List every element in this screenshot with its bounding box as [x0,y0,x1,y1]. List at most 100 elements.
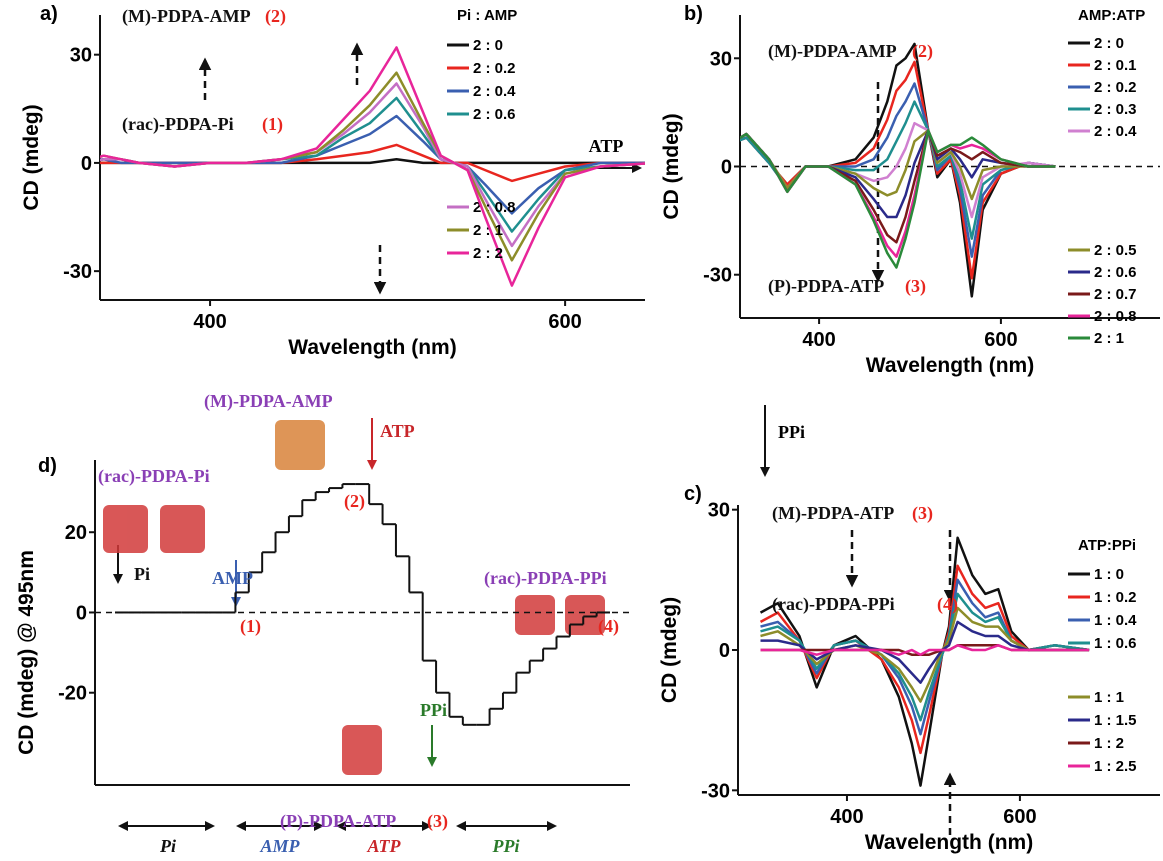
x-axis-label: Wavelength (nm) [288,336,456,359]
x-tick-label: 400 [802,329,835,351]
y-tick-label: -20 [58,683,87,705]
y-tick-label: 20 [65,522,87,544]
legend-label: 2 : 0.4 [1094,123,1137,140]
legend-label: 2 : 0 [1094,35,1124,52]
y-axis-label: CD (mdeg) [20,104,43,210]
helix-icon [275,420,325,470]
panel-label: a) [40,3,58,25]
spectrum-line [759,564,1090,755]
panel: d) -20 0 20 CD (mdeg) @ 495nm (rac)-PDPA-Pi (M… [15,391,630,856]
annotation: (4) [598,616,619,637]
annotation: (M)-PDPA-AMP [204,391,333,412]
y-tick-label: 30 [70,45,92,67]
spectrum-line [100,114,645,215]
helix-icon [160,505,205,553]
annotation: (3) [905,276,926,297]
spectrum-line [740,60,1056,280]
annotation: (1) [240,616,261,637]
y-tick-label: 30 [708,500,730,522]
transition-label: ATP [589,136,624,156]
stage-label: Pi [159,836,176,856]
annotation: (rac)-PDPA-Pi [122,114,234,135]
y-tick-label: 0 [81,153,92,175]
annotation: Pi [134,564,150,584]
x-tick-label: 600 [548,311,581,333]
helix-icon [342,725,382,775]
legend-label: 2 : 1 [1094,330,1124,347]
spectrum-line [100,46,645,287]
helix-icon [103,505,148,553]
y-tick-label: 0 [719,640,730,662]
legend-label: 1 : 1 [1094,689,1124,706]
x-tick-label: 600 [1003,806,1036,828]
legend-label: 1 : 1.5 [1094,712,1137,729]
legend-label: 2 : 0.6 [1094,264,1137,281]
y-tick-label: 0 [76,602,87,624]
legend-label: 2 : 0.6 [473,106,516,123]
legend-title: ATP:PPi [1078,537,1136,554]
helix-icon [515,595,555,635]
stage-label: PPi [492,836,520,856]
stage-label: AMP [259,836,300,856]
legend-label: 2 : 0.1 [1094,57,1137,74]
legend-label: 2 : 2 [473,245,503,262]
panel-label: c) [684,483,702,505]
x-tick-label: 600 [984,329,1017,351]
panel: c) -30 0 30 400 600 Wavelength (nm) CD (mdeg) 1 … [658,483,1160,854]
y-tick-label: -30 [703,265,732,287]
annotation: (P)-PDPA-ATP [280,811,396,832]
legend-label: 1 : 0 [1094,566,1124,583]
panel: a) -30 0 30 400 600 Wavelength (nm) CD (mdeg) 2 … [20,3,645,359]
legend-label: 1 : 0.6 [1094,635,1137,652]
spectrum-line [760,620,1090,684]
legend-title: Pi : AMP [457,7,517,24]
stage-label: ATP [366,836,401,856]
annotation: AMP [212,568,253,588]
transition-label: PPi [778,422,805,442]
legend-label: 2 : 0.2 [473,60,516,77]
annotation: (rac)-PDPA-Pi [98,466,210,487]
annotation: ATP [380,421,415,441]
y-tick-label: -30 [63,261,92,283]
legend-label: 2 : 0.7 [1094,286,1137,303]
panel-label: d) [38,455,57,477]
legend-label: 1 : 0.4 [1094,612,1137,629]
x-tick-label: 400 [193,311,226,333]
annotation: (P)-PDPA-ATP [768,276,884,297]
panel: b) -30 0 30 400 600 Wavelength (nm) CD (mdeg) 2 … [660,3,1160,377]
y-tick-label: -30 [701,780,730,802]
legend-label: 2 : 0.2 [1094,79,1137,96]
legend-label: 2 : 1 [473,222,503,239]
x-axis-label: Wavelength (nm) [866,354,1034,377]
legend-label: 2 : 0.4 [473,83,516,100]
spectrum-line [740,129,1056,201]
annotation: (M)-PDPA-AMP [122,6,251,27]
spectrum-line [760,606,1090,703]
annotation: (rac)-PDPA-PPi [484,568,607,589]
legend-label: 2 : 0.3 [1094,101,1137,118]
panel-label: b) [684,3,703,25]
legend-label: 2 : 0 [473,37,503,54]
y-tick-label: 30 [710,48,732,70]
legend-label: 2 : 0.8 [1094,308,1137,325]
spectrum-line [760,644,1090,656]
annotation: (2) [265,6,286,27]
annotation: PPi [420,700,447,720]
x-axis-label: Wavelength (nm) [865,831,1033,854]
annotation: (2) [912,41,933,62]
annotation: (rac)-PDPA-PPi [772,594,895,615]
spectrum-line [740,129,1056,244]
spectrum-line [100,82,645,248]
y-axis-label: CD (mdeg) [658,597,681,703]
y-tick-label: 0 [721,157,732,179]
spectrum-line [759,536,1090,787]
legend-label: 1 : 2 [1094,735,1124,752]
legend-label: 1 : 2.5 [1094,758,1137,775]
y-axis-label: CD (mdeg) [660,113,683,219]
annotation: (M)-PDPA-ATP [772,503,894,524]
legend-label: 1 : 0.2 [1094,589,1137,606]
annotation: (3) [912,503,933,524]
spectrum-line [740,129,1056,269]
y-axis-label: CD (mdeg) @ 495nm [15,550,38,755]
